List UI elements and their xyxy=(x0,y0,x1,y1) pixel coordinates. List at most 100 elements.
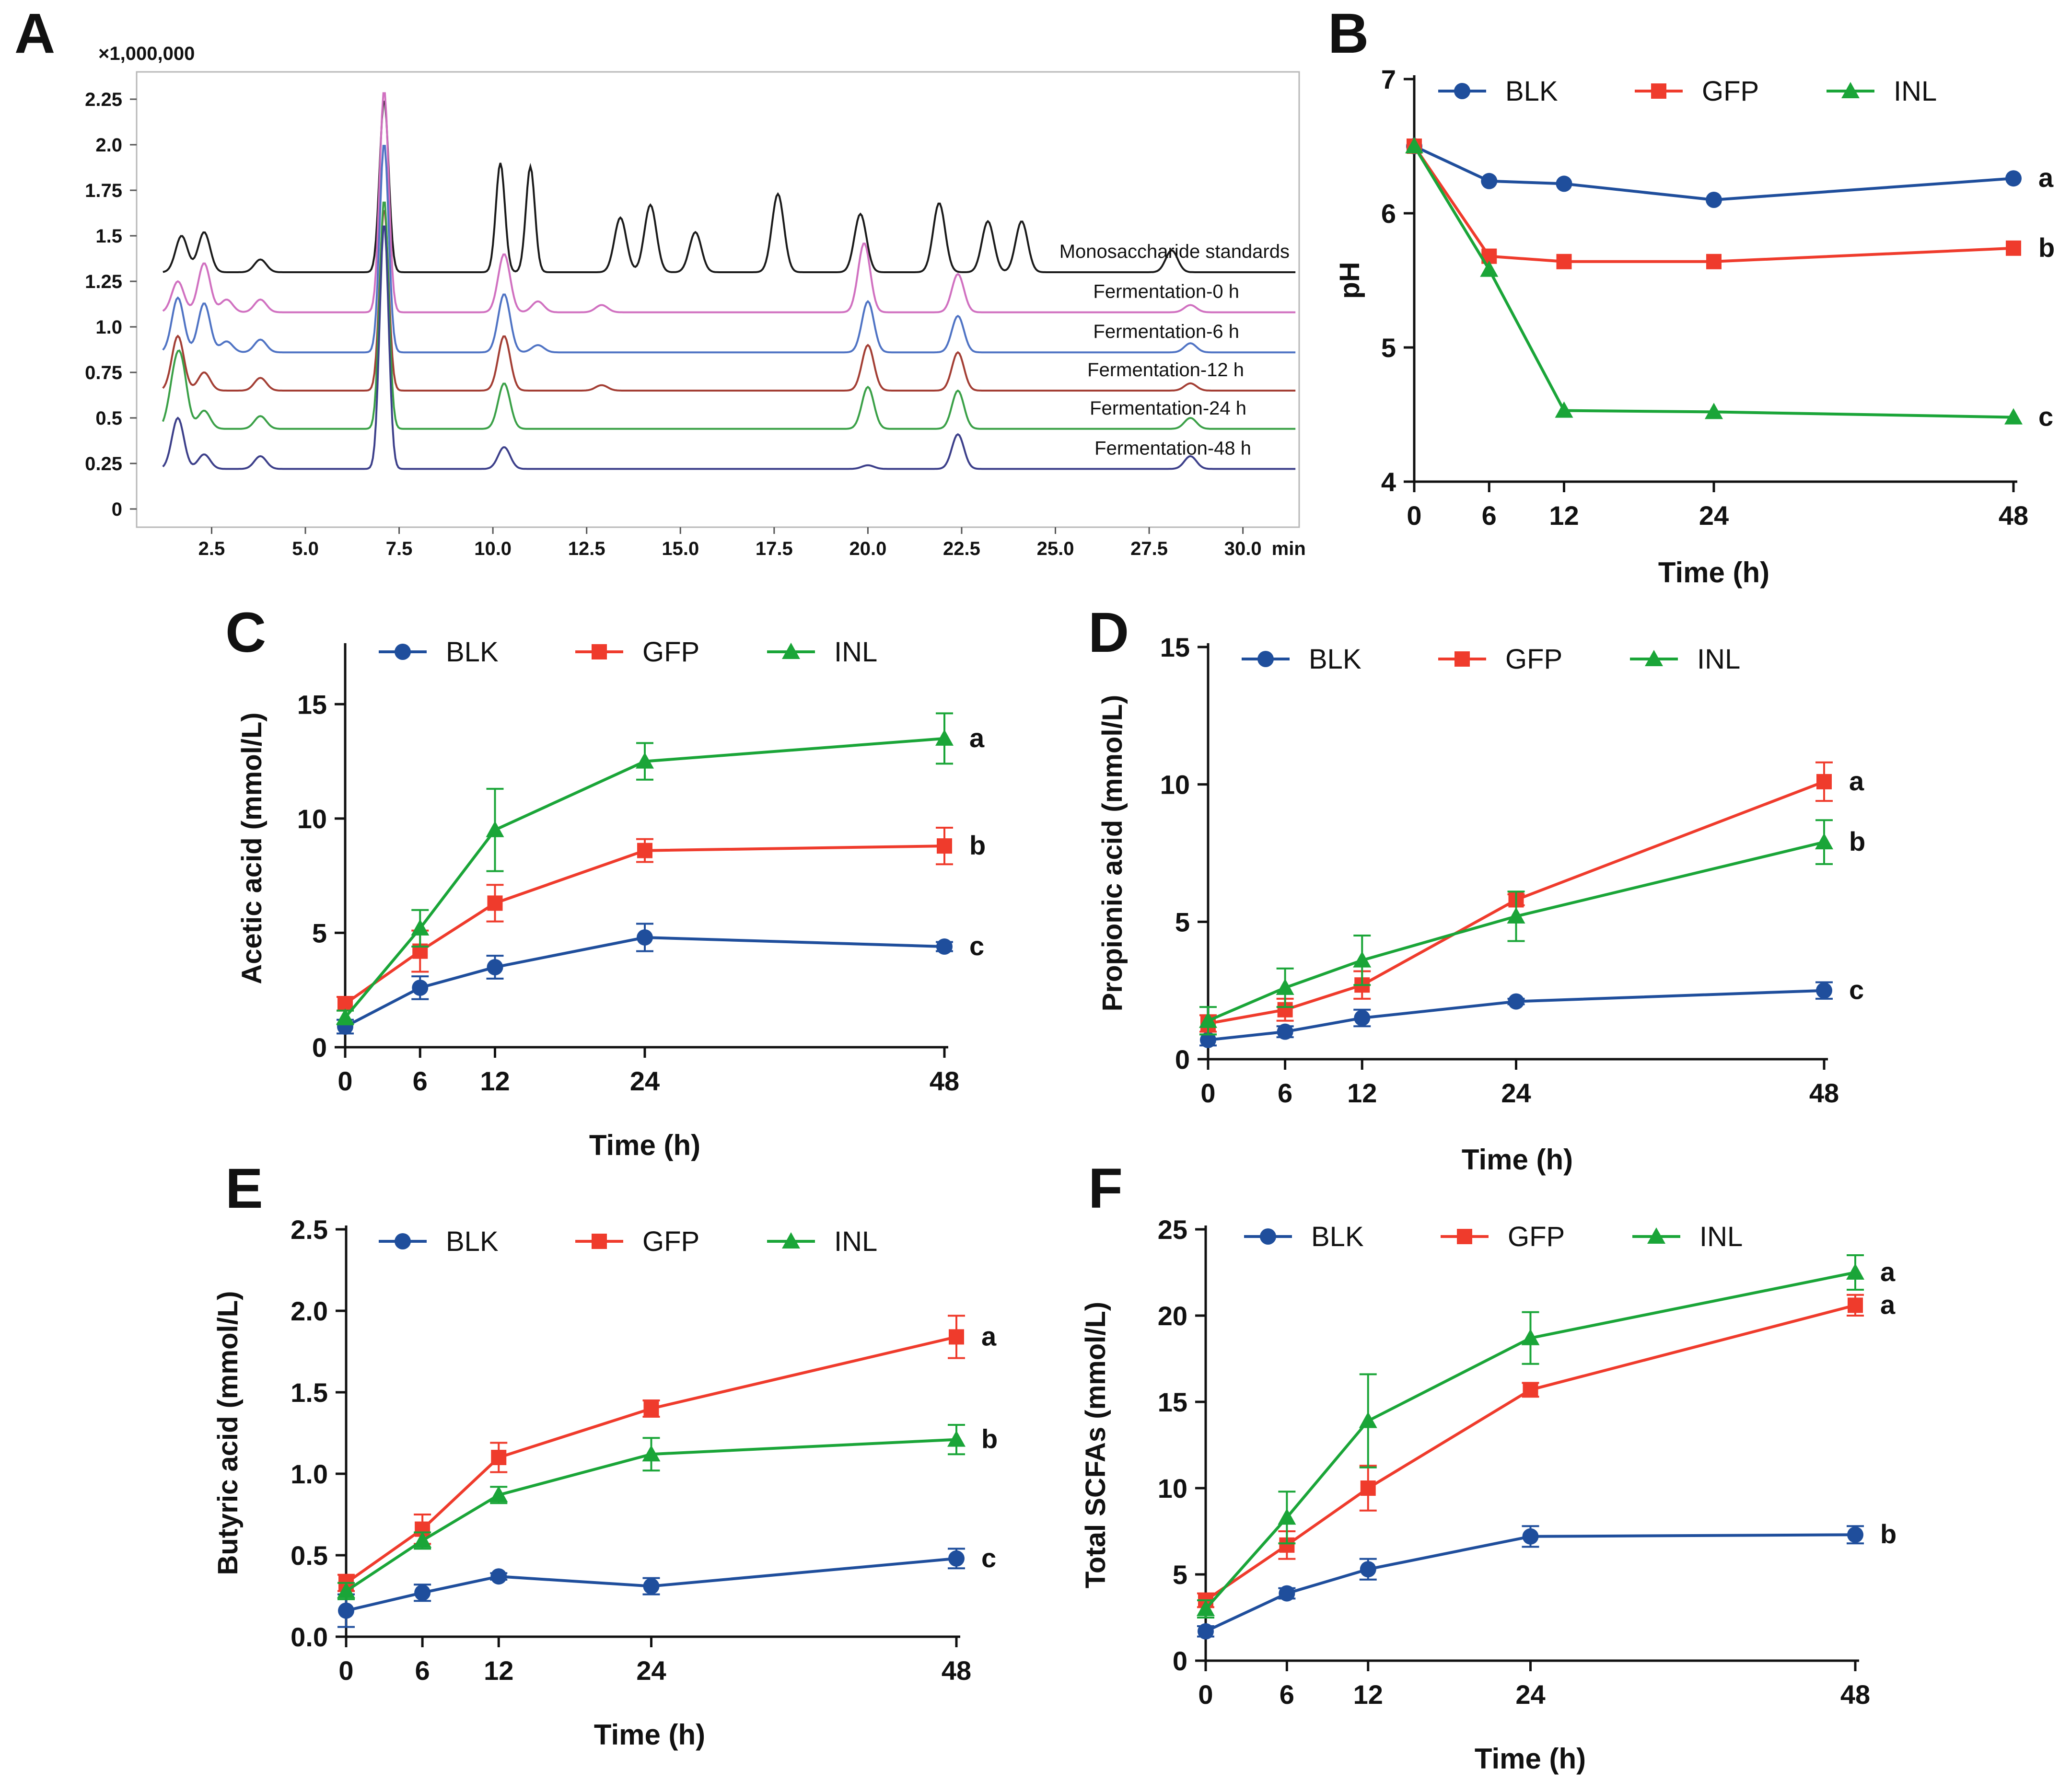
x-tick-label: 22.5 xyxy=(943,538,980,559)
y-tick-label: 4 xyxy=(1381,467,1396,497)
marker-point xyxy=(1847,1526,1863,1543)
legend-label: INL xyxy=(1699,1221,1743,1252)
legend-item-inl: INL xyxy=(767,636,877,668)
scale-note: ×1,000,000 xyxy=(98,43,195,64)
chromatogram-frame xyxy=(136,71,1300,528)
marker-point xyxy=(642,1445,661,1462)
marker-point xyxy=(491,1450,507,1465)
legend-item-gfp: GFP xyxy=(1635,76,1759,107)
y-tick-label: 5 xyxy=(312,918,327,948)
legend-label: INL xyxy=(834,636,877,668)
legend-label: GFP xyxy=(642,1226,699,1257)
y-tick-label: 0 xyxy=(112,499,122,520)
panel-label-f: F xyxy=(1088,1157,1123,1220)
significance-letter: c xyxy=(2038,402,2053,432)
y-tick-label: 2.0 xyxy=(291,1296,328,1326)
x-tick-label: 12 xyxy=(480,1066,510,1096)
x-tick-label: 0 xyxy=(1198,1679,1213,1710)
y-axis-title: Total SCFAs (mmol/L) xyxy=(1080,1302,1111,1588)
marker-point xyxy=(935,729,954,746)
marker-point xyxy=(1651,83,1666,99)
x-tick-label: 24 xyxy=(630,1066,660,1096)
marker-point xyxy=(643,1578,660,1595)
panel-label-c: C xyxy=(225,601,266,664)
significance-letter: a xyxy=(1849,766,1864,796)
marker-point xyxy=(1556,254,1572,269)
x-tick-label: 24 xyxy=(1699,500,1729,531)
legend-label: INL xyxy=(1697,644,1740,675)
marker-point xyxy=(1354,1010,1371,1026)
trace-label: Fermentation-24 h xyxy=(1090,398,1246,419)
x-tick-label: 24 xyxy=(1515,1679,1545,1710)
marker-point xyxy=(1200,1031,1216,1048)
marker-point xyxy=(1647,1227,1665,1244)
panel-label-e: E xyxy=(225,1157,263,1220)
trace-line xyxy=(162,201,1296,430)
y-tick-label: 0.5 xyxy=(291,1540,328,1571)
marker-point xyxy=(1257,651,1274,667)
marker-point xyxy=(337,1582,355,1598)
x-tick-label: 12 xyxy=(1549,500,1579,531)
y-tick-label: 2.0 xyxy=(95,135,122,156)
x-tick-label: 12 xyxy=(1353,1679,1383,1710)
marker-point xyxy=(487,959,503,975)
marker-point xyxy=(782,643,800,659)
legend-item-inl: INL xyxy=(1632,1221,1743,1252)
x-axis-title: Time (h) xyxy=(1475,1743,1586,1775)
y-tick-label: 1.25 xyxy=(85,271,122,292)
y-tick-label: 20 xyxy=(1158,1301,1187,1331)
x-tick-label: 48 xyxy=(942,1655,971,1686)
marker-point xyxy=(1521,1329,1540,1345)
marker-point xyxy=(949,1329,964,1345)
marker-point xyxy=(592,1234,607,1249)
trace-label: Fermentation-12 h xyxy=(1087,359,1244,381)
x-tick-label: 6 xyxy=(415,1655,430,1686)
marker-point xyxy=(1815,833,1833,850)
trace-line xyxy=(162,145,1296,354)
marker-point xyxy=(1841,82,1860,98)
marker-point xyxy=(1405,137,1423,153)
legend-item-blk: BLK xyxy=(1438,76,1558,107)
marker-point xyxy=(1523,1382,1538,1398)
legend-item-gfp: GFP xyxy=(1441,1221,1565,1252)
marker-point xyxy=(487,895,503,911)
legend-label: BLK xyxy=(1311,1221,1364,1252)
legend-label: BLK xyxy=(446,636,499,668)
y-tick-label: 1.75 xyxy=(85,180,122,201)
significance-letter: c xyxy=(981,1543,996,1573)
significance-letter: b xyxy=(969,830,986,860)
series-inl: c xyxy=(1405,137,2053,432)
series-line xyxy=(1413,145,2014,419)
significance-letter: a xyxy=(1880,1257,1896,1287)
y-tick-label: 5 xyxy=(1175,907,1190,937)
x-tick-label: 6 xyxy=(413,1066,428,1096)
marker-point xyxy=(1555,401,1573,418)
marker-point xyxy=(1360,1561,1376,1578)
x-tick-label: 6 xyxy=(1482,500,1497,531)
x-axis-title: Time (h) xyxy=(589,1129,700,1161)
x-tick-label: 30.0 xyxy=(1224,538,1262,559)
x-tick-label: 6 xyxy=(1278,1078,1292,1108)
y-tick-label: 0.5 xyxy=(95,408,122,429)
legend-item-blk: BLK xyxy=(379,1226,499,1257)
significance-letter: a xyxy=(981,1321,997,1351)
y-tick-label: 15 xyxy=(1160,632,1190,662)
series-gfp: b xyxy=(1407,139,2055,269)
x-tick-label: 12 xyxy=(1347,1078,1377,1108)
y-tick-label: 0.25 xyxy=(85,453,122,474)
series-blk: c xyxy=(337,923,984,1035)
marker-point xyxy=(936,938,953,955)
y-tick-label: 6 xyxy=(1381,198,1396,229)
marker-point xyxy=(1816,982,1832,999)
x-tick-label: 48 xyxy=(1999,500,2028,531)
panel-d: 0 5 10 15 0 6 12 24 48 Time (h) Propionic acid (mm… xyxy=(1097,632,1865,1176)
marker-point xyxy=(2004,408,2023,425)
marker-point xyxy=(411,919,430,936)
x-tick-label: 48 xyxy=(1809,1078,1839,1108)
x-tick-label: 6 xyxy=(1280,1679,1294,1710)
x-tick-label: 48 xyxy=(930,1066,959,1096)
y-tick-label: 2.25 xyxy=(85,89,122,110)
marker-point xyxy=(1454,651,1470,667)
panel-label-b: B xyxy=(1328,2,1369,65)
y-tick-label: 1.0 xyxy=(95,317,122,338)
